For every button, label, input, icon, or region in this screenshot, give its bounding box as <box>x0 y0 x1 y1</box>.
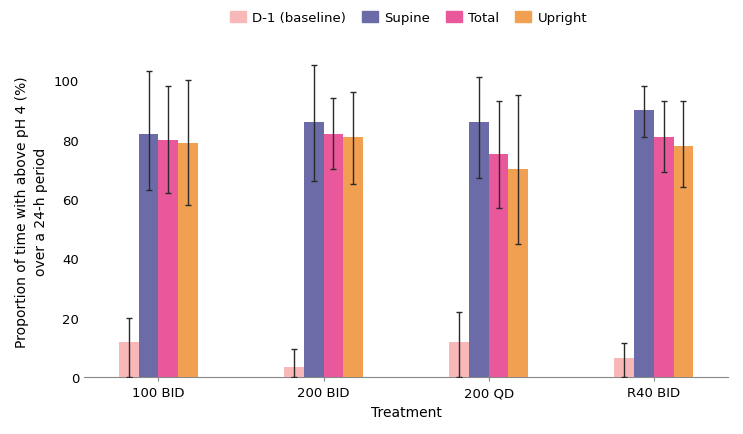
Bar <box>508 170 528 378</box>
Bar <box>634 111 654 378</box>
Bar <box>654 137 673 378</box>
Bar <box>119 342 139 378</box>
Bar <box>323 135 343 378</box>
Bar <box>614 358 634 378</box>
Bar <box>284 367 304 378</box>
Legend: D-1 (baseline), Supine, Total, Upright: D-1 (baseline), Supine, Total, Upright <box>224 7 593 30</box>
Bar <box>469 122 489 378</box>
Bar <box>139 135 158 378</box>
Bar <box>158 140 178 378</box>
Bar <box>304 122 323 378</box>
Bar <box>449 342 469 378</box>
Bar <box>178 143 198 378</box>
Y-axis label: Proportion of time with above pH 4 (%)
over a 24-h period: Proportion of time with above pH 4 (%) o… <box>15 76 48 347</box>
X-axis label: Treatment: Treatment <box>371 405 441 419</box>
Bar <box>673 146 693 378</box>
Bar <box>489 155 508 378</box>
Bar <box>343 137 363 378</box>
